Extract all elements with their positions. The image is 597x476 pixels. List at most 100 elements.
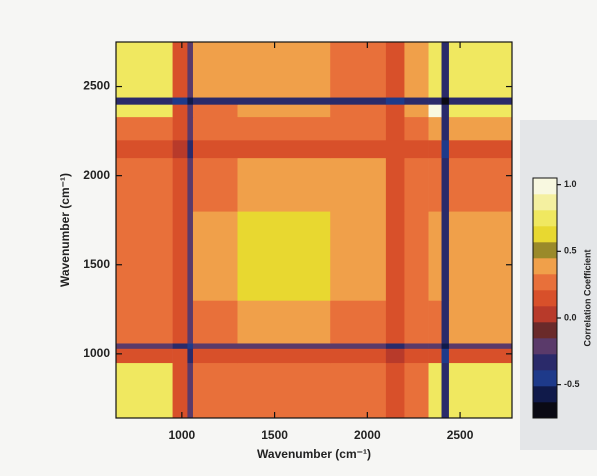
heatmap-cell <box>192 97 238 105</box>
heatmap-cell <box>172 211 188 301</box>
colorbar-level <box>533 178 557 195</box>
colorbar-level <box>533 242 557 259</box>
heatmap-cell <box>172 343 188 349</box>
heatmap-cell <box>172 362 188 419</box>
heatmap-cell <box>330 42 387 98</box>
x-tick-label: 1500 <box>261 428 288 442</box>
heatmap-cell <box>385 362 405 419</box>
heatmap-cell <box>404 42 429 98</box>
heatmap-cell <box>404 300 429 344</box>
heatmap-cell <box>172 348 188 364</box>
heatmap-cell <box>116 97 173 105</box>
x-tick-label: 2500 <box>447 428 474 442</box>
heatmap-cell <box>404 343 429 349</box>
heatmap-cell <box>385 343 405 349</box>
heatmap-cell <box>404 211 429 301</box>
heatmap-cell <box>428 157 442 212</box>
heatmap-cell <box>448 97 513 105</box>
heatmap-cell <box>237 211 331 301</box>
heatmap-cell <box>448 343 513 349</box>
heatmap-cell <box>441 348 450 364</box>
heatmap-cell <box>237 362 331 419</box>
colorbar-tick-label: 0.5 <box>564 246 577 256</box>
heatmap-cell <box>192 300 238 344</box>
heatmap-cell <box>116 116 173 141</box>
heatmap-cell <box>385 157 405 212</box>
heatmap-cell <box>448 211 513 301</box>
heatmap-cell <box>116 42 173 98</box>
x-axis-label: Wavenumber (cm⁻¹) <box>257 447 371 461</box>
heatmap-cell <box>116 140 173 159</box>
heatmap-cell <box>448 157 513 212</box>
heatmap-cell <box>441 97 450 105</box>
colorbar-frame <box>532 177 558 419</box>
heatmap-cell <box>237 300 331 344</box>
heatmap-cell <box>441 157 450 212</box>
heatmap-cell <box>187 97 194 105</box>
heatmap-cell <box>385 116 405 141</box>
heatmap-cell <box>404 348 429 364</box>
heatmap-cell <box>116 157 173 212</box>
heatmap-cell <box>192 104 238 118</box>
colorbar-level <box>533 322 557 339</box>
heatmap-cell <box>192 157 238 212</box>
heatmap-cell <box>187 157 194 212</box>
heatmap-cell <box>237 348 331 364</box>
heatmap-cell <box>404 140 429 159</box>
heatmap-cell <box>385 211 405 301</box>
heatmap-cell <box>428 104 442 118</box>
heatmap-cell <box>428 211 442 301</box>
heatmap-cell <box>428 362 442 419</box>
colorbar-label: Correlation Coefficient <box>582 249 592 346</box>
heatmap-cell <box>330 104 387 118</box>
heatmap-cell <box>441 362 450 419</box>
colorbar-tick-label: 1.0 <box>564 179 577 189</box>
heatmap-cell <box>441 211 450 301</box>
heatmap-cell <box>385 97 405 105</box>
heatmap-cell <box>330 343 387 349</box>
heatmap-cell <box>237 116 331 141</box>
heatmap-cell <box>116 343 173 349</box>
heatmap-cell <box>441 116 450 141</box>
heatmap-cell <box>441 300 450 344</box>
heatmap-cell <box>187 116 194 141</box>
heatmap-cell <box>237 140 331 159</box>
heatmap-cell <box>187 348 194 364</box>
heatmap-cell <box>237 343 331 349</box>
y-tick-label: 1500 <box>83 257 110 271</box>
heatmap-cell <box>192 343 238 349</box>
colorbar-level <box>533 290 557 307</box>
x-tick-label: 2000 <box>354 428 381 442</box>
heatmap-cell <box>385 42 405 98</box>
heatmap-cell <box>404 116 429 141</box>
heatmap-cell <box>237 97 331 105</box>
heatmap-cell <box>330 348 387 364</box>
heatmap-cell <box>330 300 387 344</box>
colorbar-level <box>533 338 557 355</box>
heatmap-cell <box>116 211 173 301</box>
heatmap-cell <box>172 97 188 105</box>
heatmap-cell <box>330 157 387 212</box>
heatmap-cell <box>192 348 238 364</box>
heatmap-cell <box>330 97 387 105</box>
heatmap-cell <box>428 116 442 141</box>
heatmap-cell <box>404 97 429 105</box>
colorbar-tick-label: 0.0 <box>564 312 577 322</box>
colorbar-level <box>533 354 557 371</box>
heatmap-cell <box>172 300 188 344</box>
heatmap-cell <box>448 42 513 98</box>
heatmap-cell <box>192 362 238 419</box>
y-tick-label: 2000 <box>83 168 110 182</box>
heatmap-cell <box>187 42 194 98</box>
colorbar-level <box>533 306 557 323</box>
heatmap-cell <box>172 140 188 159</box>
heatmap-cell <box>116 300 173 344</box>
heatmap-cell <box>404 362 429 419</box>
colorbar-level <box>533 370 557 387</box>
colorbar-level <box>533 226 557 243</box>
colorbar-level <box>533 210 557 227</box>
y-axis-label: Wavenumber (cm⁻¹) <box>58 173 72 287</box>
heatmap-cell <box>448 140 513 159</box>
heatmap-cell <box>172 157 188 212</box>
heatmap-cell <box>192 116 238 141</box>
